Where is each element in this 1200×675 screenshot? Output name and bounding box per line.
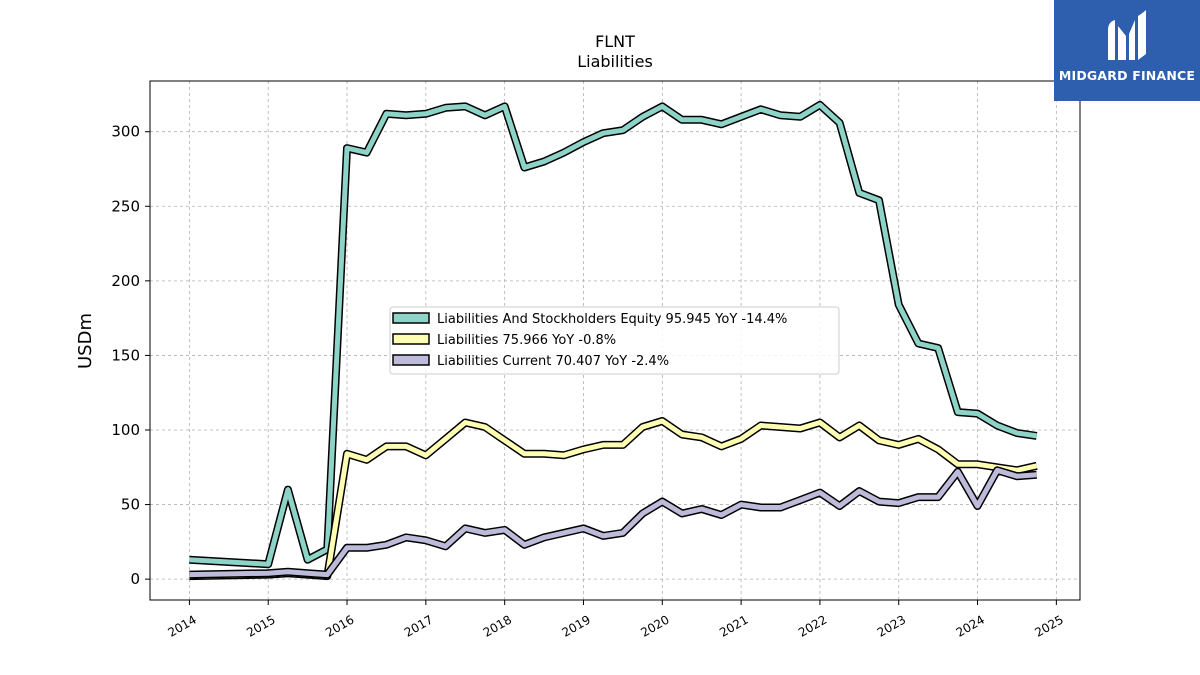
series-line-3 xyxy=(189,467,1037,578)
legend-label-1: Liabilities And Stockholders Equity 95.9… xyxy=(437,312,787,327)
x-tick-label: 2025 xyxy=(1032,612,1065,639)
mf-monogram-icon xyxy=(1108,10,1146,60)
plot-frame xyxy=(149,80,1081,601)
legend-swatch-3 xyxy=(392,354,430,366)
legend-swatch-2 xyxy=(392,333,430,345)
y-tick-label: 0 xyxy=(130,570,140,588)
legend-label-3: Liabilities Current 70.407 YoY -2.4% xyxy=(437,354,669,369)
x-tick-label: 2024 xyxy=(954,612,987,639)
y-tick-label: 150 xyxy=(111,346,140,364)
x-tick-label: 2014 xyxy=(165,612,198,639)
x-tick-label: 2020 xyxy=(638,612,671,639)
brand-name: MIDGARD FINANCE xyxy=(1058,68,1196,83)
x-tick-label: 2015 xyxy=(244,612,277,639)
chart-title: FLNT xyxy=(595,32,635,51)
legend-swatch-1 xyxy=(392,312,430,324)
x-tick-label: 2018 xyxy=(481,612,514,639)
y-tick-label: 250 xyxy=(111,197,140,215)
brand-logo: MIDGARD FINANCE xyxy=(1054,0,1200,101)
y-tick-label: 100 xyxy=(111,421,140,439)
y-axis-label: USDm xyxy=(75,313,96,369)
legend-box xyxy=(389,306,840,375)
y-tick-label: 50 xyxy=(121,496,140,514)
x-tick-label: 2019 xyxy=(560,612,593,639)
x-tick-label: 2017 xyxy=(402,612,435,639)
chart-subtitle: Liabilities xyxy=(577,52,653,71)
series-line-1 xyxy=(189,102,1038,567)
series-line-2 xyxy=(189,418,1038,579)
x-tick-label: 2016 xyxy=(323,612,356,639)
legend: Liabilities And Stockholders Equity 95.9… xyxy=(389,306,840,375)
y-tick-label: 200 xyxy=(111,272,140,290)
legend-label-2: Liabilities 75.966 YoY -0.8% xyxy=(437,333,616,348)
y-tick-label: 300 xyxy=(111,123,140,141)
x-tick-label: 2023 xyxy=(875,612,908,639)
series-layer xyxy=(189,100,1038,581)
x-tick-label: 2022 xyxy=(796,612,829,639)
x-tick-label: 2021 xyxy=(717,612,750,639)
